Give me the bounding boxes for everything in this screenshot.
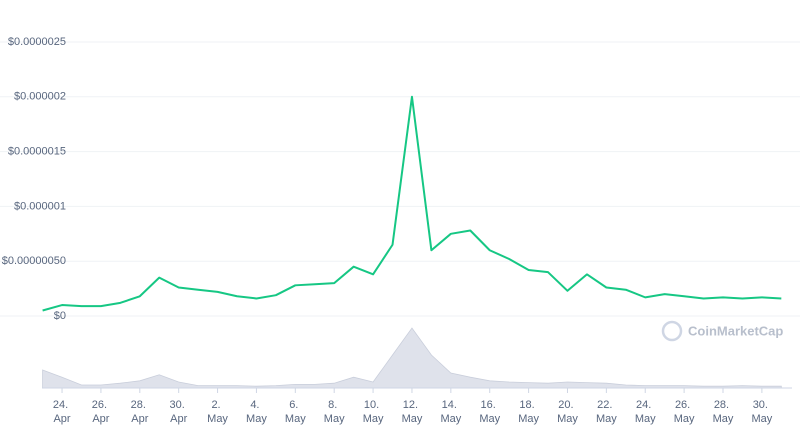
x-tick-label: 28. May: [713, 399, 734, 425]
x-tick-label: 22. May: [596, 399, 617, 425]
x-tick-label: 18. May: [518, 399, 539, 425]
x-tick-label: 30. May: [751, 399, 772, 425]
x-tick-label: 24. Apr: [53, 399, 71, 425]
grid: [0, 41, 800, 317]
y-tick-label: $0.000001: [14, 200, 66, 212]
x-tick-label: 6. May: [285, 399, 306, 425]
x-tick-label: 16. May: [479, 399, 500, 425]
x-tick-label: 26. Apr: [92, 399, 110, 425]
x-tick-label: 26. May: [674, 399, 695, 425]
x-tick-label: 2. May: [207, 399, 228, 425]
x-tick-label: 14. May: [440, 399, 461, 425]
x-tick-label: 20. May: [557, 399, 578, 425]
y-tick-label: $0.00000050: [2, 255, 66, 267]
x-tick-label: 24. May: [635, 399, 656, 425]
watermark-text: CoinMarketCap: [688, 323, 783, 338]
x-tick-label: 12. May: [402, 399, 423, 425]
x-tick-label: 28. Apr: [131, 399, 149, 425]
watermark: CoinMarketCap: [661, 320, 783, 342]
x-tick-label: 30. Apr: [170, 399, 188, 425]
y-tick-label: $0.000002: [14, 91, 66, 103]
y-tick-label: $0.0000015: [8, 146, 66, 158]
volume-area: [42, 327, 782, 389]
y-tick-label: $0.0000025: [8, 36, 66, 48]
y-tick-label: $0: [54, 310, 66, 322]
x-tick-label: 4. May: [246, 399, 267, 425]
price-line: [42, 95, 782, 312]
x-tick-label: 8. May: [324, 399, 345, 425]
x-tick-label: 10. May: [363, 399, 384, 425]
